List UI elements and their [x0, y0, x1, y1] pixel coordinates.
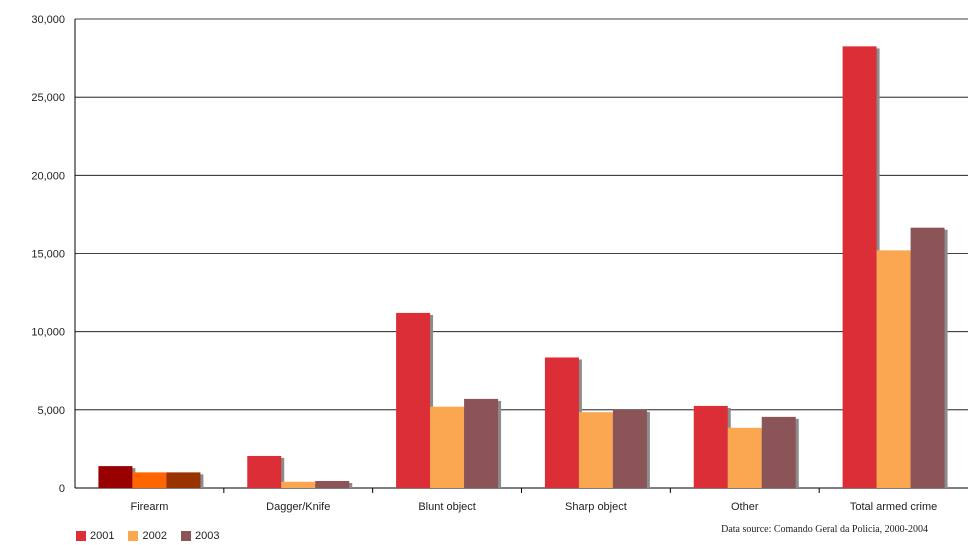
y-tick-label: 0 — [59, 483, 65, 495]
chart-legend: 2001 2002 2003 — [76, 530, 219, 542]
y-tick-label: 5,000 — [37, 405, 65, 417]
bar-2002-other — [727, 427, 762, 488]
x-tick-label: Total armed crime — [850, 501, 937, 513]
legend-label-2003: 2003 — [194, 530, 220, 542]
y-tick-label: 10,000 — [31, 327, 65, 339]
x-tick-label: Blunt object — [418, 501, 475, 513]
legend-item-2001: 2001 — [76, 530, 114, 542]
legend-swatch-2001 — [76, 531, 86, 541]
bar-2003-other — [761, 416, 796, 488]
y-tick-label: 15,000 — [31, 249, 65, 261]
bar-2001-other — [693, 405, 728, 488]
bar-2003-blunt-object — [464, 398, 499, 488]
bar-2001-blunt-object — [396, 312, 431, 488]
bar-2002-firearm — [132, 472, 167, 488]
y-tick-label: 30,000 — [31, 14, 65, 26]
bar-2002-total-armed-crime — [876, 250, 911, 488]
bar-2002-dagger-knife — [281, 481, 316, 488]
x-tick-label: Dagger/Knife — [266, 501, 330, 513]
bar-2001-dagger-knife — [247, 455, 282, 488]
legend-item-2002: 2002 — [128, 530, 167, 542]
bar-2003-dagger-knife — [315, 480, 350, 488]
legend-label-2001: 2001 — [90, 530, 115, 542]
bar-2003-total-armed-crime — [910, 227, 945, 488]
legend-item-2003: 2003 — [180, 530, 220, 542]
legend-label-2002: 2002 — [142, 530, 167, 542]
bar-2001-firearm — [98, 466, 133, 488]
y-tick-label: 25,000 — [31, 92, 65, 104]
bar-2001-total-armed-crime — [842, 46, 877, 488]
x-tick-label: Sharp object — [565, 501, 627, 513]
y-tick-label: 20,000 — [31, 170, 65, 182]
x-tick-label: Other — [731, 501, 759, 513]
bar-2002-blunt-object — [430, 406, 465, 488]
bar-2002-sharp-object — [578, 412, 613, 488]
bar-2001-sharp-object — [544, 357, 579, 488]
data-source-note: Data source: Comando Geral da Policia, 2… — [721, 524, 928, 535]
bar-2003-firearm — [166, 472, 201, 488]
legend-swatch-2003 — [180, 531, 191, 541]
legend-swatch-2002 — [128, 531, 139, 541]
bar-2003-sharp-object — [612, 409, 647, 488]
x-tick-label: Firearm — [130, 501, 168, 513]
